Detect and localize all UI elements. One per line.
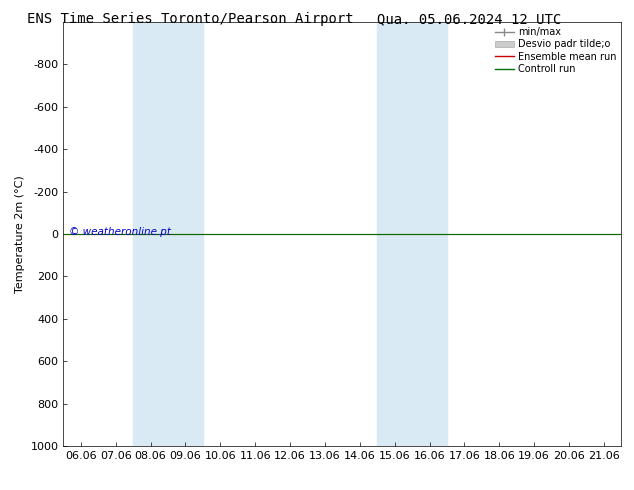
Y-axis label: Temperature 2m (°C): Temperature 2m (°C): [15, 175, 25, 293]
Bar: [133, 22, 203, 446]
Text: © weatheronline.pt: © weatheronline.pt: [69, 227, 171, 237]
Text: ENS Time Series Toronto/Pearson Airport: ENS Time Series Toronto/Pearson Airport: [27, 12, 354, 26]
Text: Qua. 05.06.2024 12 UTC: Qua. 05.06.2024 12 UTC: [377, 12, 561, 26]
Bar: [377, 22, 447, 446]
Legend: min/max, Desvio padr tilde;o, Ensemble mean run, Controll run: min/max, Desvio padr tilde;o, Ensemble m…: [492, 24, 619, 77]
